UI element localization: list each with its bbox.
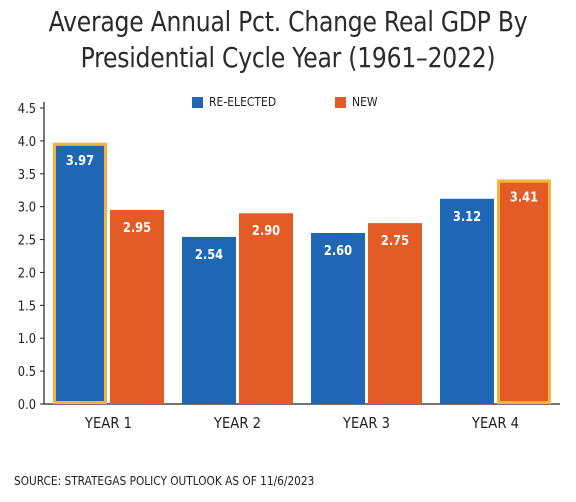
y-tick-label: 0.0 xyxy=(18,397,36,412)
legend-item-re-elected: RE-ELECTED xyxy=(192,95,284,109)
y-tick-label: 2.5 xyxy=(18,233,36,248)
bar-value-label: 3.41 xyxy=(510,190,538,205)
bar-re-elected xyxy=(440,198,494,404)
bar-new xyxy=(239,213,293,404)
x-category-label: YEAR 3 xyxy=(342,415,390,432)
legend-swatch-re-elected xyxy=(192,96,203,108)
chart-legend: RE-ELECTED NEW xyxy=(0,95,576,111)
x-category-label: YEAR 2 xyxy=(213,415,261,432)
y-tick-label: 4.0 xyxy=(18,134,36,149)
legend-label-new: NEW xyxy=(352,95,378,109)
y-tick-label: 2.0 xyxy=(18,266,36,281)
bar-re-elected xyxy=(53,142,107,404)
y-tick-label: 1.0 xyxy=(18,332,36,347)
source-note: SOURCE: STRATEGAS POLICY OUTLOOK AS OF 1… xyxy=(14,474,315,488)
chart-title: Average Annual Pct. Change Real GDP By P… xyxy=(46,4,530,76)
bar-re-elected xyxy=(311,232,365,404)
bar-new xyxy=(497,179,551,404)
bar-value-label: 2.90 xyxy=(252,224,280,239)
y-tick-label: 3.0 xyxy=(18,200,36,215)
bar-value-label: 3.97 xyxy=(66,153,94,168)
y-tick-label: 1.5 xyxy=(18,299,36,314)
y-tick-label: 3.5 xyxy=(18,167,36,182)
bar-highlight-outline xyxy=(53,142,107,405)
chart-title-line-1: Average Annual Pct. Change Real GDP By xyxy=(48,5,528,38)
bar-value-label: 2.60 xyxy=(324,243,352,258)
legend-swatch-new xyxy=(335,96,346,108)
bar-value-label: 3.12 xyxy=(453,209,481,224)
bar-highlight-outline xyxy=(497,179,551,404)
bar-value-label: 2.75 xyxy=(381,233,409,248)
chart-title-line-2: Presidential Cycle Year (1961–2022) xyxy=(80,41,496,74)
legend-item-new: NEW xyxy=(335,95,380,109)
y-tick-label: 4.5 xyxy=(18,101,36,116)
bar-value-label: 2.54 xyxy=(195,247,223,262)
bar-value-label: 2.95 xyxy=(123,220,151,235)
legend-label-re-elected: RE-ELECTED xyxy=(209,95,277,109)
x-category-label: YEAR 4 xyxy=(471,415,519,432)
y-tick-label: 0.5 xyxy=(18,364,36,379)
bar-new xyxy=(368,223,422,404)
x-category-label: YEAR 1 xyxy=(84,415,132,432)
bar-new xyxy=(110,209,164,404)
bar-re-elected xyxy=(182,236,236,404)
